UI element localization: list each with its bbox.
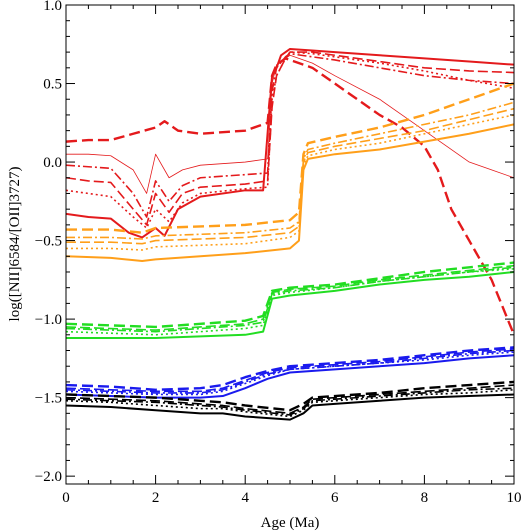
series-line-24	[66, 387, 514, 416]
series-line-2	[66, 51, 514, 226]
y-tick-label: 0.0	[43, 155, 62, 171]
x-tick-label: 4	[241, 490, 249, 506]
y-tick-label: −0.5	[35, 234, 62, 250]
series-line-8	[66, 107, 514, 245]
x-tick-label: 10	[507, 490, 522, 506]
series-line-9	[66, 101, 514, 240]
series-layer	[66, 47, 514, 421]
series-line-5	[66, 57, 514, 336]
series-line-15	[66, 261, 514, 329]
series-line-20	[66, 346, 514, 391]
series-line-13	[66, 264, 514, 331]
x-tick-label: 6	[331, 490, 339, 506]
y-tick-label: −1.0	[35, 312, 62, 328]
series-line-19	[66, 349, 514, 394]
y-axis-title: log([NII]6584/[OII]3727)	[7, 167, 23, 322]
series-line-14	[66, 266, 514, 333]
series-line-23	[66, 384, 514, 415]
series-line-10	[66, 82, 514, 234]
series-line-22	[66, 388, 514, 418]
ticks-layer: 0 2 4 6 8 10 −2.0 −1.5 −1.0 −0.5 0.0 0.5 1.0	[35, 0, 522, 506]
plot-frame	[65, 4, 515, 485]
series-line-18	[66, 348, 514, 393]
x-tick-label: 8	[421, 490, 429, 506]
series-line-21	[66, 393, 514, 421]
series-line-25	[66, 380, 514, 412]
x-tick-label: 0	[62, 490, 70, 506]
y-tick-label: 0.5	[43, 77, 62, 93]
series-line-11	[66, 270, 514, 339]
series-line-0	[66, 47, 514, 239]
series-line-7	[66, 114, 514, 251]
y-tick-label: −1.5	[35, 391, 62, 407]
series-line-6	[66, 123, 514, 262]
x-axis-title: Age (Ma)	[261, 515, 320, 531]
y-tick-label: 1.0	[43, 0, 62, 14]
series-line-3	[66, 52, 514, 218]
series-line-1	[66, 51, 514, 229]
x-tick-label: 2	[152, 490, 160, 506]
y-tick-label: −2.0	[35, 469, 62, 485]
series-line-4	[66, 54, 514, 194]
